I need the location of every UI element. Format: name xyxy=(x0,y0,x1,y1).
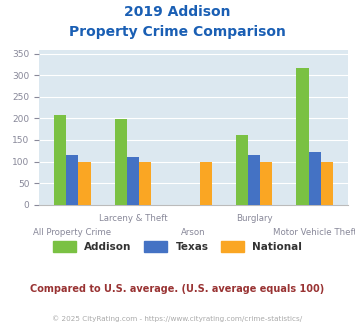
Text: Compared to U.S. average. (U.S. average equals 100): Compared to U.S. average. (U.S. average … xyxy=(31,284,324,294)
Text: Arson: Arson xyxy=(181,228,206,237)
Text: © 2025 CityRating.com - https://www.cityrating.com/crime-statistics/: © 2025 CityRating.com - https://www.city… xyxy=(53,315,302,322)
Bar xyxy=(66,155,78,205)
Text: Larceny & Theft: Larceny & Theft xyxy=(99,214,167,223)
Text: Motor Vehicle Theft: Motor Vehicle Theft xyxy=(273,228,355,237)
Bar xyxy=(139,162,151,205)
Text: 2019 Addison: 2019 Addison xyxy=(124,5,231,19)
Bar xyxy=(236,135,248,205)
Bar xyxy=(248,155,260,205)
Bar xyxy=(127,157,139,205)
Bar xyxy=(321,162,333,205)
Text: All Property Crime: All Property Crime xyxy=(33,228,111,237)
Text: Burglary: Burglary xyxy=(236,214,272,223)
Bar xyxy=(115,119,127,205)
Bar xyxy=(296,68,308,205)
Bar xyxy=(260,162,272,205)
Text: Property Crime Comparison: Property Crime Comparison xyxy=(69,25,286,39)
Bar xyxy=(308,152,321,205)
Legend: Addison, Texas, National: Addison, Texas, National xyxy=(53,241,302,252)
Bar xyxy=(78,162,91,205)
Bar xyxy=(54,115,66,205)
Bar xyxy=(200,162,212,205)
